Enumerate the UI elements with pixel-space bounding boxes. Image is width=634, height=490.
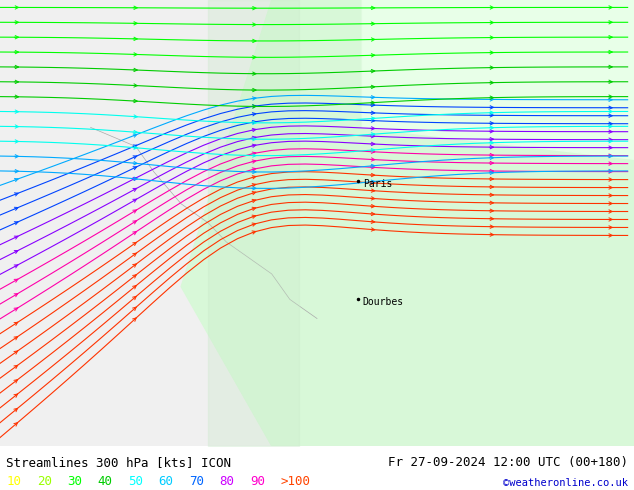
Polygon shape: [362, 0, 634, 159]
Text: Fr 27-09-2024 12:00 UTC (00+180): Fr 27-09-2024 12:00 UTC (00+180): [387, 456, 628, 468]
Text: 20: 20: [37, 475, 52, 488]
Text: 10: 10: [6, 475, 22, 488]
Text: Paris: Paris: [363, 179, 392, 189]
Text: Streamlines 300 hPa [kts] ICON: Streamlines 300 hPa [kts] ICON: [6, 456, 231, 468]
Text: 40: 40: [98, 475, 113, 488]
Text: 60: 60: [158, 475, 174, 488]
Text: 30: 30: [67, 475, 82, 488]
Text: 70: 70: [189, 475, 204, 488]
Text: 50: 50: [128, 475, 143, 488]
Text: ©weatheronline.co.uk: ©weatheronline.co.uk: [503, 478, 628, 488]
Text: >100: >100: [280, 475, 310, 488]
Text: 80: 80: [219, 475, 235, 488]
Text: 90: 90: [250, 475, 265, 488]
Text: Dourbes: Dourbes: [363, 297, 404, 307]
Polygon shape: [181, 0, 634, 446]
